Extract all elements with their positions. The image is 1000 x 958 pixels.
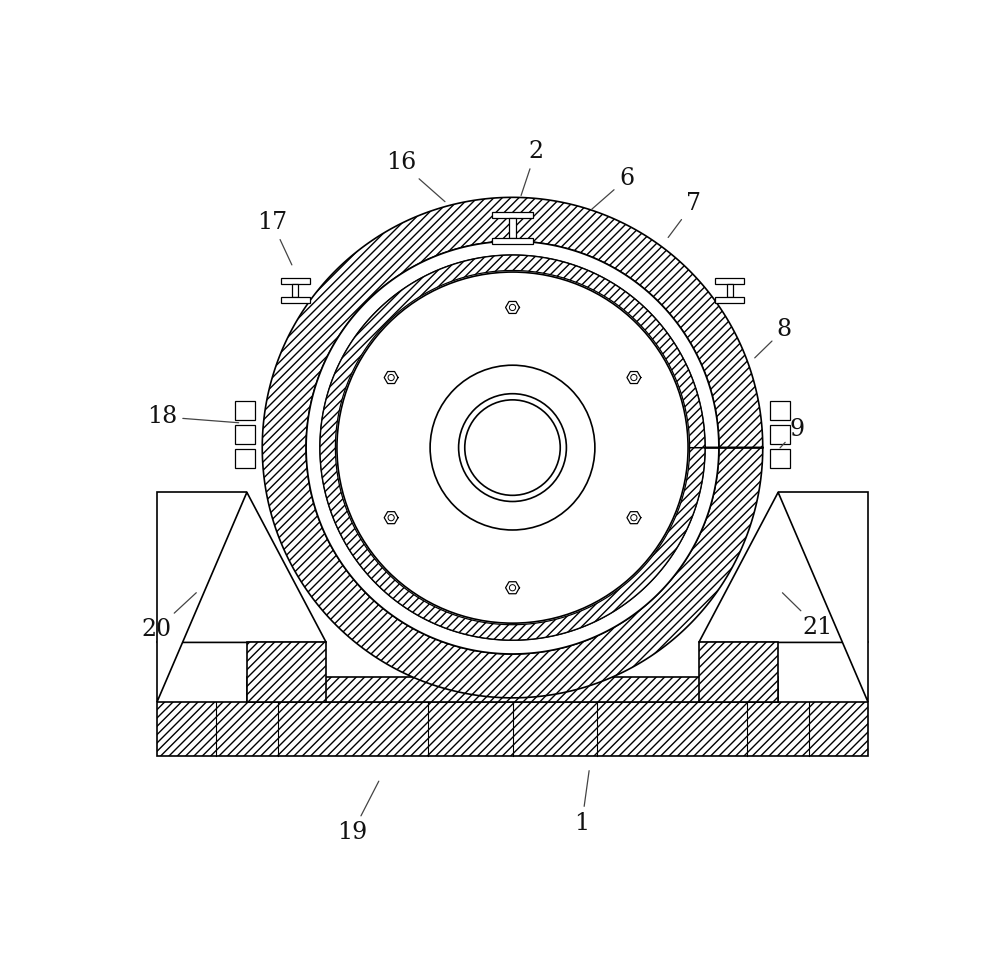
Polygon shape [699, 492, 868, 643]
Polygon shape [727, 284, 733, 297]
Polygon shape [778, 492, 868, 701]
Polygon shape [770, 401, 790, 420]
Polygon shape [235, 401, 255, 420]
Text: 21: 21 [782, 593, 833, 639]
Text: 1: 1 [574, 770, 589, 834]
Circle shape [509, 584, 516, 591]
Polygon shape [281, 278, 310, 284]
Polygon shape [247, 677, 778, 701]
Polygon shape [262, 197, 763, 697]
Circle shape [388, 514, 394, 521]
Text: 17: 17 [257, 212, 292, 265]
Polygon shape [492, 239, 533, 244]
Circle shape [459, 394, 566, 501]
Polygon shape [281, 297, 310, 303]
Text: 19: 19 [337, 781, 379, 844]
Polygon shape [320, 255, 705, 640]
Text: 6: 6 [592, 168, 634, 210]
Polygon shape [715, 297, 744, 303]
Polygon shape [509, 218, 516, 239]
Polygon shape [699, 643, 778, 701]
Polygon shape [247, 643, 326, 701]
Text: 8: 8 [755, 317, 792, 358]
Polygon shape [157, 701, 868, 756]
Circle shape [631, 514, 637, 521]
Text: 18: 18 [147, 405, 239, 428]
Polygon shape [715, 278, 744, 284]
Polygon shape [235, 449, 255, 468]
Circle shape [337, 272, 688, 623]
Polygon shape [306, 241, 719, 654]
Polygon shape [492, 212, 533, 218]
Polygon shape [157, 492, 247, 701]
Circle shape [465, 399, 560, 495]
Circle shape [430, 365, 595, 530]
Circle shape [388, 375, 394, 380]
Text: 2: 2 [521, 141, 543, 195]
Polygon shape [235, 425, 255, 444]
Circle shape [509, 305, 516, 310]
Polygon shape [292, 284, 298, 297]
Text: 16: 16 [386, 151, 445, 202]
Text: 7: 7 [668, 192, 701, 238]
Polygon shape [770, 425, 790, 444]
Circle shape [631, 375, 637, 380]
Polygon shape [157, 492, 326, 643]
Text: 20: 20 [142, 593, 196, 641]
Text: 9: 9 [780, 418, 805, 448]
Polygon shape [770, 449, 790, 468]
